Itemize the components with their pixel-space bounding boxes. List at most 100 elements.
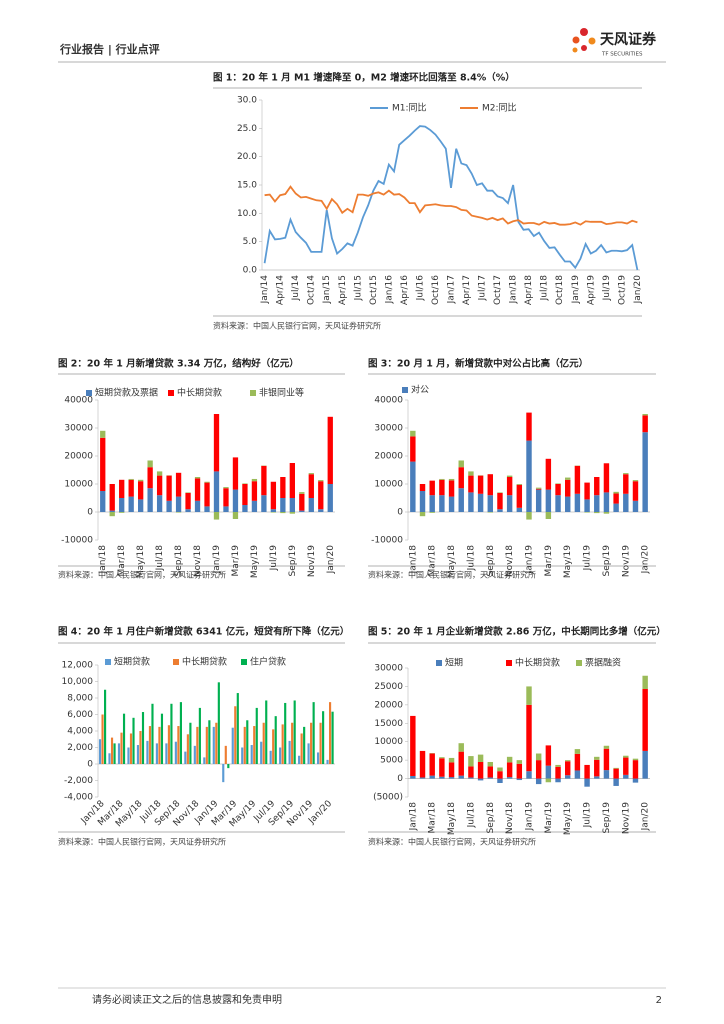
y-tick-label: 10000 <box>64 480 93 490</box>
bar-segment <box>613 503 619 512</box>
bar-segment <box>632 480 639 482</box>
y-tick-label: 15.0 <box>237 181 257 191</box>
bar <box>272 729 275 764</box>
bar-segment <box>100 437 106 491</box>
bar-segment <box>194 500 201 512</box>
bar <box>129 733 133 764</box>
legend-swatch <box>173 659 179 665</box>
x-tick-label: Jul/19 <box>269 545 279 572</box>
x-tick-label: Oct/15 <box>369 275 379 305</box>
bar-segment <box>603 745 610 749</box>
bar-segment <box>535 488 542 490</box>
bar-segment <box>468 777 474 779</box>
bar-segment <box>574 770 581 779</box>
bar-segment <box>555 778 561 783</box>
legend-label: 对公 <box>411 384 429 396</box>
x-tick-label: Jul/18 <box>540 275 550 302</box>
bar-segment <box>516 778 523 781</box>
bar <box>167 725 170 764</box>
legend-label: 住户贷款 <box>250 656 286 668</box>
bar <box>298 755 301 764</box>
x-tick-label: Apr/18 <box>524 275 534 305</box>
x-tick-label: Mar/18 <box>428 802 438 834</box>
legend-swatch <box>506 660 512 666</box>
bar-segment <box>185 492 191 493</box>
bar-segment <box>594 756 600 760</box>
bar <box>236 693 239 764</box>
bar-segment <box>632 500 639 512</box>
x-tick-label: Oct/16 <box>431 275 441 305</box>
bar <box>160 713 164 764</box>
bar-segment <box>429 753 435 776</box>
y-tick-label: 10,000 <box>62 677 94 687</box>
bar-segment <box>632 778 639 783</box>
bar <box>203 757 206 764</box>
bar-segment <box>506 762 513 778</box>
x-tick-label: Apr/16 <box>400 275 410 305</box>
y-tick-label: (5000) <box>373 793 403 803</box>
bar-segment <box>327 416 333 484</box>
x-tick-label: Nov/19 <box>307 545 317 577</box>
bar <box>274 716 277 764</box>
bar-segment <box>574 493 581 512</box>
y-tick-label: 8,000 <box>67 694 93 704</box>
bar <box>310 722 313 764</box>
bar-segment <box>138 499 144 512</box>
bar <box>148 726 152 764</box>
y-tick-label: 10000 <box>374 737 403 747</box>
bar-segment <box>584 764 590 779</box>
bar <box>262 722 265 764</box>
bar-segment <box>565 496 571 512</box>
bar-segment <box>526 440 532 512</box>
bar-segment <box>147 488 153 512</box>
bar-segment <box>439 495 445 512</box>
x-tick-label: Jan/15 <box>322 275 332 304</box>
y-tick-label: 30000 <box>64 424 93 434</box>
bar <box>212 726 215 764</box>
legend-swatch <box>86 390 92 396</box>
x-tick-label: Jan/14 <box>260 275 270 305</box>
x-tick-label: Jul/17 <box>478 275 488 301</box>
bar-segment <box>487 761 493 767</box>
legend-swatch <box>402 387 408 393</box>
bar-segment <box>555 766 561 779</box>
bar-segment <box>458 743 464 752</box>
bar-segment <box>448 762 455 778</box>
y-tick-label: 0 <box>87 760 93 770</box>
x-tick-label: Sep/18 <box>486 802 496 834</box>
bar-segment <box>448 777 455 779</box>
bar-segment <box>555 764 561 767</box>
x-tick-label: Apr/14 <box>276 275 286 305</box>
bar-segment <box>410 461 416 512</box>
bar-segment <box>594 495 600 512</box>
bar-segment <box>632 758 639 761</box>
bar <box>170 703 173 764</box>
bar-segment <box>119 512 125 513</box>
chart-title: 图 1：20 年 1 月 M1 增速降至 0，M2 增速环比回落至 8.4%（%… <box>213 72 515 84</box>
bar-segment <box>156 471 163 476</box>
bar <box>177 726 180 764</box>
bar <box>246 720 249 764</box>
x-tick-label: Jul/15 <box>353 275 363 301</box>
bar <box>136 745 140 764</box>
x-tick-label: Apr/15 <box>338 275 348 305</box>
x-tick-label: Nov/19 <box>621 802 631 834</box>
bar-segment <box>535 760 542 779</box>
y-tick-label: 20.0 <box>237 152 257 162</box>
bar <box>151 703 154 764</box>
y-tick-label: 4,000 <box>67 727 93 737</box>
y-tick-label: 6,000 <box>67 710 93 720</box>
bar-segment <box>448 496 455 512</box>
bar-segment <box>299 493 305 511</box>
data-line <box>264 185 638 226</box>
x-tick-label: Jan/20 <box>641 802 651 832</box>
bar-segment <box>439 757 445 759</box>
bar-segment <box>497 778 503 783</box>
legend-label: 非银同业等 <box>259 387 304 399</box>
bar-segment <box>270 481 277 510</box>
bar-segment <box>223 506 229 512</box>
bar-segment <box>439 776 445 779</box>
bar-segment <box>429 512 435 513</box>
x-tick-label: Mar/19 <box>231 545 241 577</box>
bar-segment <box>429 480 435 496</box>
